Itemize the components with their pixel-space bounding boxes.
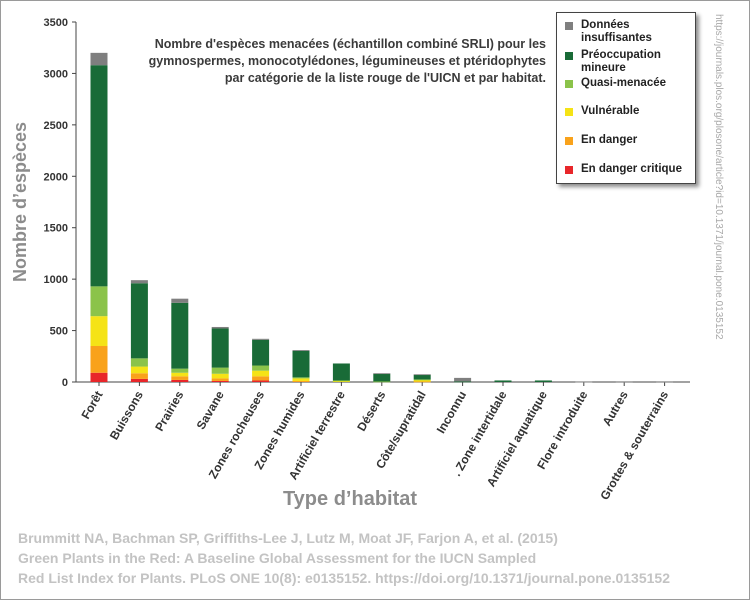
legend-item: En danger critique (565, 163, 682, 176)
bar-segment (211, 378, 229, 381)
legend-item: Vulnérable (565, 105, 639, 118)
legend-swatch (565, 52, 573, 60)
bar-segment (332, 380, 350, 382)
x-tick-label: Buissons (107, 388, 146, 442)
legend-label: En danger critique (581, 163, 682, 175)
bar-segment (90, 372, 108, 382)
bar-segment (130, 366, 148, 374)
bar-segment (252, 338, 270, 340)
x-tick-label: Inconnu (434, 388, 469, 435)
bar-segment (252, 380, 270, 382)
bar-segment (373, 373, 391, 382)
y-tick-label: 2500 (44, 120, 68, 132)
x-tick-label: Savane (194, 388, 227, 432)
bar-segment (575, 381, 593, 383)
bar-segment (90, 346, 108, 373)
bar-segment (211, 380, 229, 382)
bar-segment (252, 376, 270, 381)
bar-segment (332, 363, 350, 381)
legend-item: En danger (565, 134, 637, 147)
bar-segment (292, 377, 310, 379)
y-tick-label: 1500 (44, 223, 68, 235)
bar-segment (413, 374, 431, 380)
citation: Brummitt NA, Bachman SP, Griffiths-Lee J… (18, 530, 670, 586)
bar-segment (292, 350, 310, 351)
bar-segment (211, 373, 229, 379)
bar-segment (292, 350, 310, 378)
legend-swatch (565, 80, 573, 88)
bar-segment (413, 379, 431, 381)
x-axis-title: Type d’habitat (282, 488, 418, 510)
bar-segment (292, 380, 310, 382)
legend-label: Vulnérable (581, 105, 640, 117)
bar-segment (413, 379, 431, 382)
bar-segment (413, 381, 431, 383)
legend-swatch (565, 108, 573, 116)
bar-segment (90, 316, 108, 346)
bar-segment (413, 374, 431, 376)
legend-label: En danger (581, 134, 638, 146)
legend-swatch (565, 166, 573, 174)
y-tick-label: 0 (62, 377, 68, 389)
bar-segment (171, 368, 189, 373)
bar-segment (454, 381, 472, 383)
bar-segment (211, 367, 229, 374)
y-tick-label: 3500 (44, 17, 68, 29)
bar-segment (373, 381, 391, 383)
bar-segment (252, 370, 270, 377)
chart-title: Nombre d'espèces menacées (échantillon c… (148, 37, 546, 85)
legend-label: Données insuffisantes (581, 19, 652, 44)
y-axis-title: Nombre d’espèces (10, 121, 30, 283)
source-url-text: https://journals.plos.org/plosone/articl… (713, 14, 724, 340)
legend-label: Préoccupation mineure (581, 49, 661, 74)
bar-segment (494, 380, 512, 382)
bar-segment (171, 376, 189, 380)
bar-segment (534, 380, 552, 382)
bar-segment (615, 381, 633, 383)
bar-segment (171, 298, 189, 303)
bar-segment (252, 339, 270, 366)
legend-item: Quasi-menacée (565, 77, 666, 90)
x-tick-label: Prairies (152, 388, 186, 433)
bar-segment (171, 372, 189, 377)
legend-item: Données insuffisantes (565, 19, 652, 45)
legend-label: Quasi-menacée (581, 77, 667, 89)
bar-segment (171, 379, 189, 382)
y-tick-label: 500 (50, 326, 68, 338)
bar-segment (171, 302, 189, 369)
bar-segment (211, 326, 229, 329)
y-tick-label: 3000 (44, 68, 68, 80)
bar-segment (130, 358, 148, 367)
legend-swatch (565, 22, 573, 30)
legend-swatch (565, 137, 573, 145)
bar-segment (130, 373, 148, 379)
x-tick-label: Autres (600, 388, 631, 428)
bar-segment (130, 378, 148, 382)
chart-bars (90, 52, 674, 383)
bar-segment (90, 65, 108, 287)
bar-segment (656, 381, 674, 383)
bar-segment (454, 377, 472, 382)
y-tick-label: 2000 (44, 171, 68, 183)
bar-segment (373, 373, 391, 375)
x-tick-label: Forêt (78, 388, 105, 421)
bar-segment (211, 328, 229, 368)
bar-segment (252, 365, 270, 371)
bar-segment (90, 52, 108, 66)
bar-segment (130, 283, 148, 359)
bar-segment (90, 286, 108, 317)
y-tick-labels: 0 500 1000 1500 2000 2500 3000 3500 (44, 17, 68, 389)
legend-item: Préoccupation mineure (565, 49, 661, 75)
bar-segment (130, 280, 148, 284)
bar-segment (332, 380, 350, 382)
x-tick-label: Déserts (354, 388, 388, 433)
legend: Données insuffisantes Préoccupation mineu… (556, 12, 696, 184)
bar-segment (292, 378, 310, 381)
y-tick-label: 1000 (44, 274, 68, 286)
